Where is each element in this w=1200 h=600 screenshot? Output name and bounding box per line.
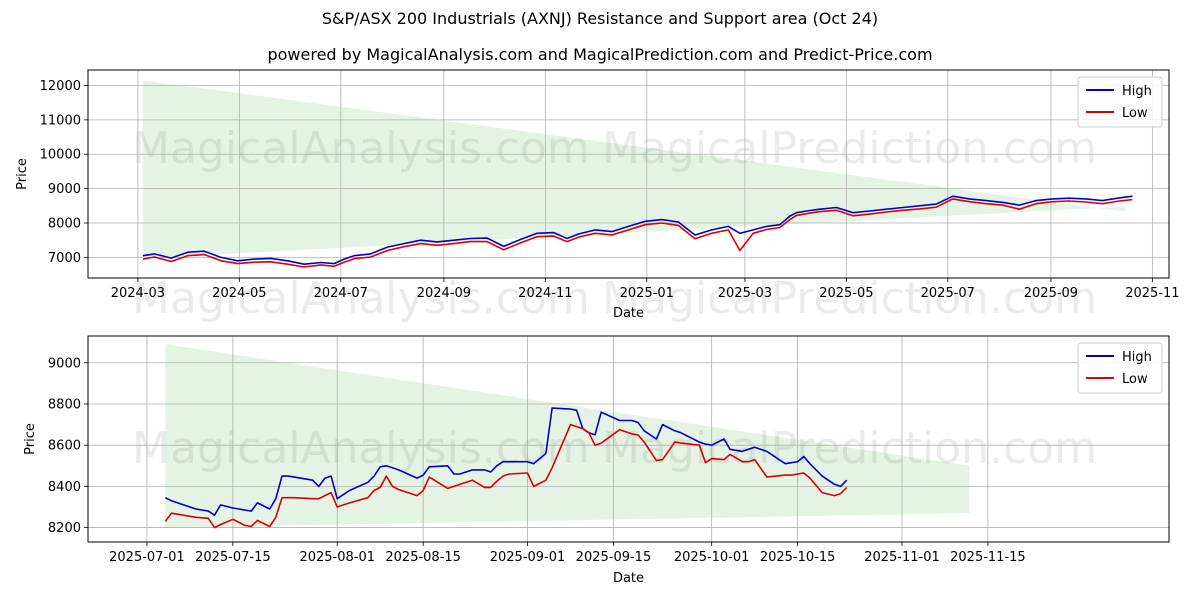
x-tick-label: 2025-08-15 [385,550,461,565]
series-line-low [164,423,848,529]
chart-subtitle: powered by MagicalAnalysis.com and Magic… [267,45,933,64]
legend-label-low: Low [1122,372,1148,387]
x-tick-label: 2025-11-01 [864,550,940,565]
legend-label-high: High [1122,84,1152,99]
x-tick-label: 2025-10-15 [760,550,836,565]
y-tick-label: 8200 [48,521,81,536]
x-tick-label: 2024-07 [314,286,368,301]
chart-panel-1: 2024-03 2024-05 2024-07 2024-09 2024-11 2025-… [15,69,1180,321]
x-tick-label: 2025-09 [1024,286,1078,301]
resistance-support-band [165,344,970,528]
x-tick-label: 2025-05 [819,286,873,301]
x-tick-label: 2024-05 [212,286,266,301]
x-tick-label: 2025-07-15 [195,550,271,565]
resistance-support-band [142,80,1126,259]
x-axis-label: Date [613,306,644,321]
y-tick-label: 9000 [48,182,81,197]
x-axis-label: Date [613,571,644,586]
y-tick-label: 8000 [48,216,81,231]
plot-frame [87,69,1170,279]
x-tick-label: 2025-07-01 [109,550,185,565]
watermark-text: MagicalAnalysis.com [132,123,590,174]
series-line-low [142,198,1133,268]
x-tick-label: 2024-09 [417,286,471,301]
watermark-text: MagicalAnalysis.com [132,423,590,474]
x-tick-label: 2025-07 [921,286,975,301]
y-tick-label: 10000 [40,148,81,163]
y-tick-label: 7000 [48,251,81,266]
watermark-text: MagicalPrediction.com [602,123,1097,174]
watermark-text: MagicalAnalysis.com [132,273,590,324]
plot-frame [87,335,1170,543]
series-line-high [142,195,1133,265]
x-tick-label: 2025-08-01 [299,550,375,565]
y-tick-label: 8400 [48,480,81,495]
x-tick-label: 2025-03 [718,286,772,301]
x-tick-label: 2025-01 [620,286,674,301]
chart-panel-2: 2025-07-01 2025-07-15 2025-08-01 2025-08-15… [23,335,1170,586]
legend: High Low [1077,342,1163,394]
y-axis-label: Price [23,423,38,455]
legend: High Low [1077,76,1163,128]
series-line-high [164,407,848,516]
x-tick-label: 2025-11-15 [950,550,1026,565]
y-tick-label: 9000 [48,356,81,371]
x-tick-label: 2025-09-01 [490,550,566,565]
y-axis-label: Price [15,158,30,190]
x-tick-label: 2025-09-15 [576,550,652,565]
chart-title: S&P/ASX 200 Industrials (AXNJ) Resistanc… [321,9,879,28]
y-tick-label: 11000 [40,113,81,128]
y-tick-label: 8600 [48,439,81,454]
legend-label-low: Low [1122,106,1148,121]
watermark-text: MagicalPrediction.com [602,273,1097,324]
x-tick-label: 2024-11 [518,286,572,301]
x-tick-label: 2024-03 [111,286,165,301]
watermark-text: MagicalPrediction.com [602,423,1097,474]
x-tick-label: 2025-11 [1125,286,1179,301]
x-tick-label: 2025-10-01 [674,550,750,565]
legend-label-high: High [1122,350,1152,365]
y-tick-label: 8800 [48,397,81,412]
y-tick-label: 12000 [40,79,81,94]
